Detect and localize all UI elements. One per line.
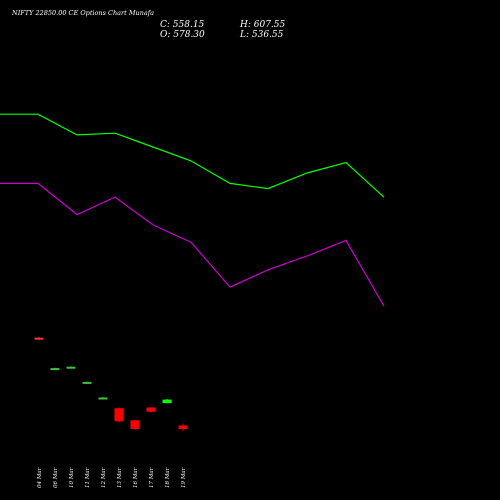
x-tick-label: 04 Mar [37, 467, 43, 488]
x-tick-label: 06 Mar [53, 467, 59, 488]
candle-body [50, 368, 60, 371]
candle-body [162, 399, 172, 404]
x-tick-label: 13 Mar [117, 467, 123, 488]
series-line-0 [0, 113, 385, 198]
series-line-1 [0, 182, 385, 307]
open-label: O: 578.30 [160, 30, 205, 40]
candle-body [146, 407, 156, 412]
candle-body [178, 425, 188, 429]
x-tick-label: 11 Mar [85, 467, 91, 488]
low-label: L: 536.55 [239, 30, 284, 40]
x-tick-label: 17 Mar [149, 467, 155, 488]
x-tick-label: 16 Mar [133, 467, 139, 488]
x-tick-label: 12 Mar [101, 467, 107, 488]
candle-body [130, 420, 140, 429]
x-tick-label: 10 Mar [69, 467, 75, 488]
candle-body [98, 397, 108, 400]
close-label: C: 558.15 [160, 20, 205, 30]
candle-body [34, 337, 44, 340]
x-axis-labels: 04 Mar 06 Mar 10 Mar 11 Mar 12 Mar 13 Mar 16 M… [37, 467, 187, 488]
high-label: H: 607.55 [239, 20, 286, 30]
candle-body [66, 366, 76, 369]
chart-title: NIFTY 22850.00 CE Options Chart Munafa [11, 9, 154, 17]
candle-body [114, 408, 124, 422]
moving-average-lines [0, 113, 385, 307]
x-tick-label: 18 Mar [165, 467, 171, 488]
candles-group [34, 337, 188, 431]
candle-body [82, 381, 92, 384]
x-tick-label: 19 Mar [181, 467, 187, 488]
